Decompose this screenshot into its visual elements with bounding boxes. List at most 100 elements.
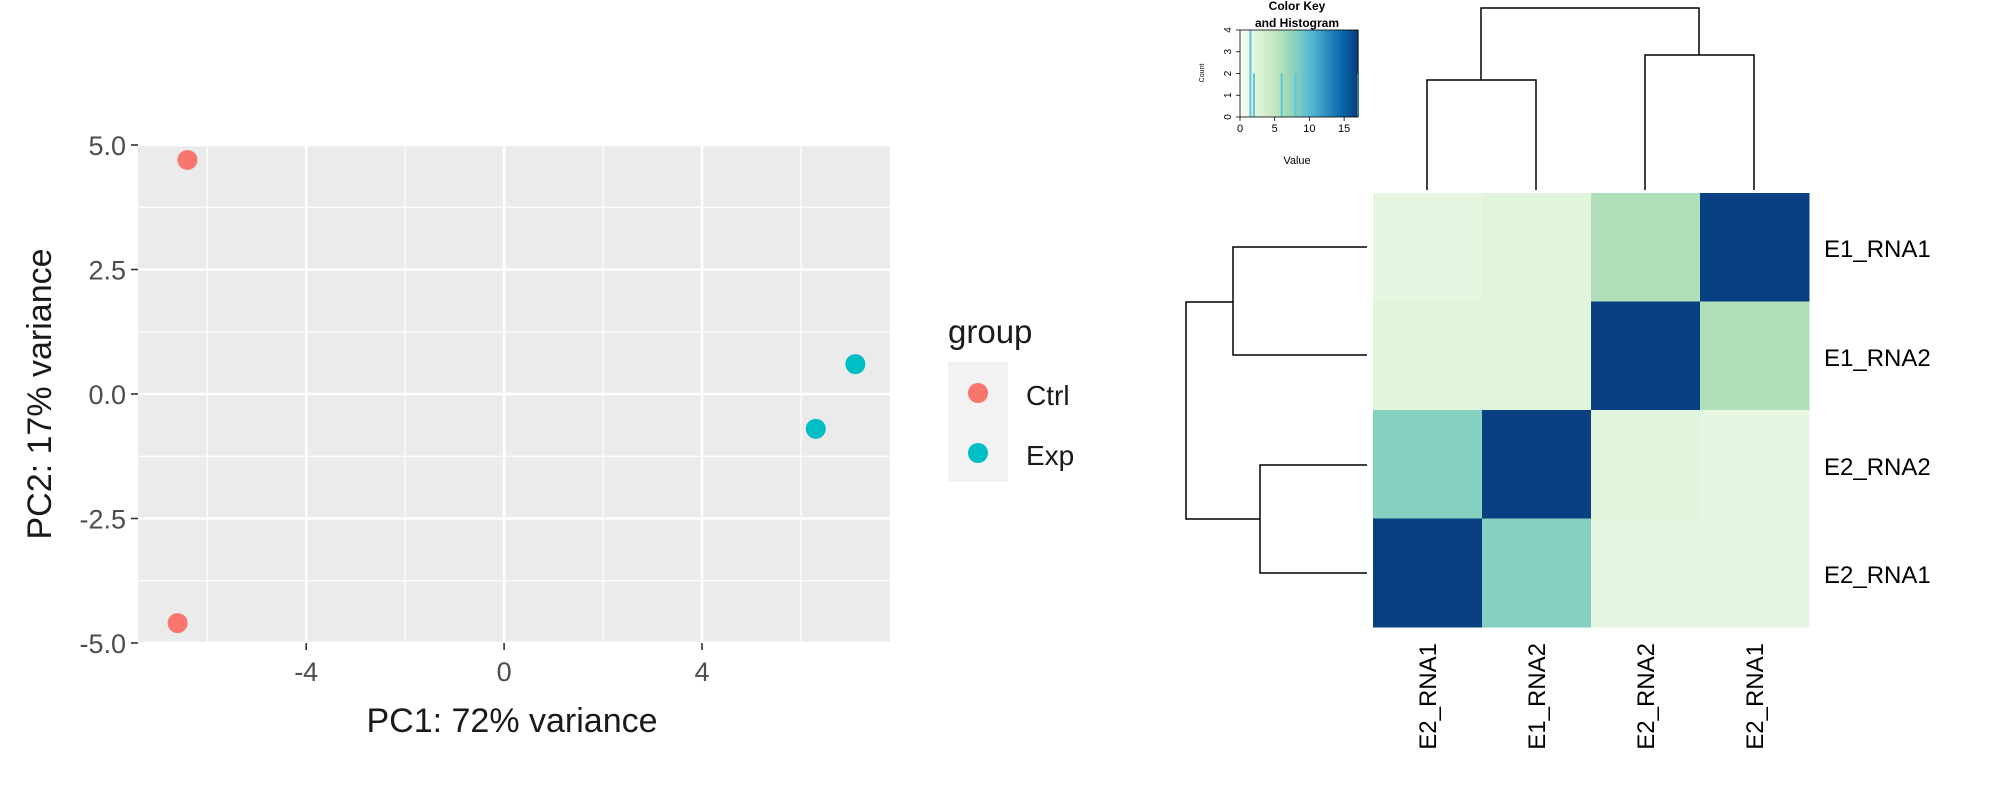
- heatmap-row-labels: E1_RNA1 E1_RNA2 E2_RNA2 E2_RNA1: [1824, 236, 1931, 589]
- heatmap-plot: Color Key and Histogram 0 5 10 15 0 1 2 3 4 Valu…: [1185, 0, 1931, 750]
- heatmap-cell: [1700, 193, 1810, 302]
- color-key: Color Key and Histogram 0 5 10 15 0 1 2 3 4 Valu…: [1199, 0, 1359, 167]
- color-key-gradient-band: [1284, 30, 1288, 117]
- pca-legend-key-ctrl: [968, 383, 988, 403]
- color-key-gradient-band: [1272, 30, 1276, 117]
- color-key-gradient-band: [1313, 30, 1318, 117]
- color-key-x-tick-label: 15: [1338, 123, 1350, 135]
- row-label: E1_RNA1: [1824, 236, 1931, 263]
- pca-plot: -4 0 45.02.50.0-2.5-5.0 PC1: 72% variance …: [21, 131, 1074, 740]
- color-key-gradient-band: [1352, 30, 1356, 117]
- color-key-x-axis-title: Value: [1283, 155, 1310, 167]
- color-key-gradient-band: [1266, 30, 1271, 117]
- color-key-title: Color Key: [1269, 0, 1326, 13]
- row-dendrogram-root: [1185, 301, 1260, 520]
- color-key-gradient-band: [1260, 30, 1265, 117]
- color-key-gradient-band: [1319, 30, 1324, 117]
- row-dendrogram-branch-top: [1232, 246, 1367, 356]
- pca-x-tick-label: 0: [497, 657, 512, 687]
- color-key-gradient-band: [1278, 30, 1282, 117]
- color-key-gradient-band: [1322, 30, 1327, 117]
- color-key-gradient-band: [1334, 30, 1338, 117]
- row-label: E1_RNA2: [1824, 345, 1931, 372]
- heatmap-cell: [1591, 193, 1701, 302]
- color-key-gradient-band: [1331, 30, 1335, 117]
- pca-x-axis-title: PC1: 72% variance: [366, 702, 657, 740]
- column-label: E2_RNA1: [1415, 643, 1442, 750]
- heatmap-cell: [1482, 410, 1592, 519]
- pca-legend: group Ctrl Exp: [948, 313, 1074, 482]
- color-key-y-tick-label: 3: [1223, 49, 1234, 55]
- heatmap-cell: [1482, 193, 1592, 302]
- heatmap-cell: [1373, 301, 1483, 411]
- color-key-x-tick-label: 0: [1237, 123, 1243, 135]
- color-key-subtitle: and Histogram: [1255, 16, 1339, 30]
- color-key-gradient-band: [1245, 30, 1250, 117]
- heatmap-cell: [1700, 410, 1810, 519]
- color-key-gradient-band: [1340, 30, 1344, 117]
- color-key-x-tick-label: 5: [1272, 123, 1278, 135]
- pca-y-tick-label: 5.0: [88, 131, 126, 161]
- color-key-y-tick-label: 0: [1223, 114, 1234, 120]
- heatmap-cell: [1591, 518, 1701, 628]
- color-key-gradient-band: [1257, 30, 1262, 117]
- color-key-gradient-band: [1355, 30, 1359, 117]
- color-key-gradient-band: [1290, 30, 1294, 117]
- pca-y-tick-label: 0.0: [88, 380, 126, 410]
- heatmap-cells: [1373, 193, 1810, 628]
- color-key-gradient-band: [1349, 30, 1353, 117]
- heatmap-cell: [1482, 301, 1592, 411]
- pca-y-tick-label: 2.5: [88, 256, 126, 286]
- column-label: E2_RNA1: [1742, 643, 1769, 750]
- pca-legend-label-ctrl: Ctrl: [1026, 380, 1070, 411]
- column-dendrogram-branch-right: [1644, 54, 1755, 190]
- pca-point-ctrl: [167, 613, 188, 634]
- heatmap-column-labels: E2_RNA1 E1_RNA2 E2_RNA2 E2_RNA1: [1415, 643, 1769, 750]
- pca-legend-key-exp: [968, 443, 988, 463]
- color-key-y-tick-label: 4: [1223, 27, 1234, 33]
- row-dendrogram: [1185, 246, 1367, 574]
- pca-legend-item-exp: Exp: [968, 440, 1074, 471]
- pca-y-tick-label: -5.0: [79, 629, 126, 659]
- pca-point-ctrl: [177, 149, 198, 170]
- pca-x-tick-label: 4: [694, 657, 709, 687]
- pca-x-tick-label: -4: [294, 657, 318, 687]
- heatmap-cell: [1373, 193, 1483, 302]
- color-key-gradient-band: [1254, 30, 1259, 117]
- heatmap-cell: [1373, 518, 1483, 628]
- heatmap-cell: [1373, 410, 1483, 519]
- color-key-x-tick-label: 10: [1303, 123, 1315, 135]
- column-label: E2_RNA2: [1633, 643, 1660, 750]
- column-label: E1_RNA2: [1524, 643, 1551, 750]
- color-key-body: 0 5 10 15 0 1 2 3 4: [1223, 27, 1359, 135]
- color-key-gradient-band: [1310, 30, 1315, 117]
- pca-legend-label-exp: Exp: [1026, 440, 1074, 471]
- color-key-gradient-band: [1240, 30, 1244, 117]
- pca-y-tick-label: -2.5: [79, 505, 126, 535]
- column-dendrogram-root: [1480, 7, 1700, 80]
- color-key-gradient-band: [1275, 30, 1279, 117]
- color-key-gradient-band: [1296, 30, 1300, 117]
- color-key-gradient-band: [1269, 30, 1274, 117]
- color-key-gradient-band: [1316, 30, 1321, 117]
- pca-point-exp: [845, 354, 866, 375]
- color-key-y-tick-label: 1: [1223, 92, 1234, 98]
- color-key-y-tick-label: 2: [1223, 70, 1234, 76]
- color-key-gradient-band: [1287, 30, 1291, 117]
- color-key-gradient-band: [1301, 30, 1306, 117]
- color-key-gradient-band: [1328, 30, 1333, 117]
- pca-axes: -4 0 4 5.0 2.5 0.0 -2.5 -5.0: [79, 131, 709, 687]
- heatmap-cell: [1591, 301, 1701, 411]
- color-key-gradient-band: [1281, 30, 1285, 117]
- pca-legend-item-ctrl: Ctrl: [968, 380, 1070, 411]
- row-label: E2_RNA1: [1824, 562, 1931, 589]
- color-key-gradient-band: [1343, 30, 1347, 117]
- pca-legend-title: group: [948, 313, 1032, 350]
- heatmap-cell: [1700, 301, 1810, 411]
- pca-points: [167, 149, 866, 634]
- row-dendrogram-branch-bottom: [1259, 464, 1367, 574]
- color-key-gradient-band: [1325, 30, 1330, 117]
- color-key-gradient-band: [1263, 30, 1268, 117]
- heatmap-cell: [1700, 518, 1810, 628]
